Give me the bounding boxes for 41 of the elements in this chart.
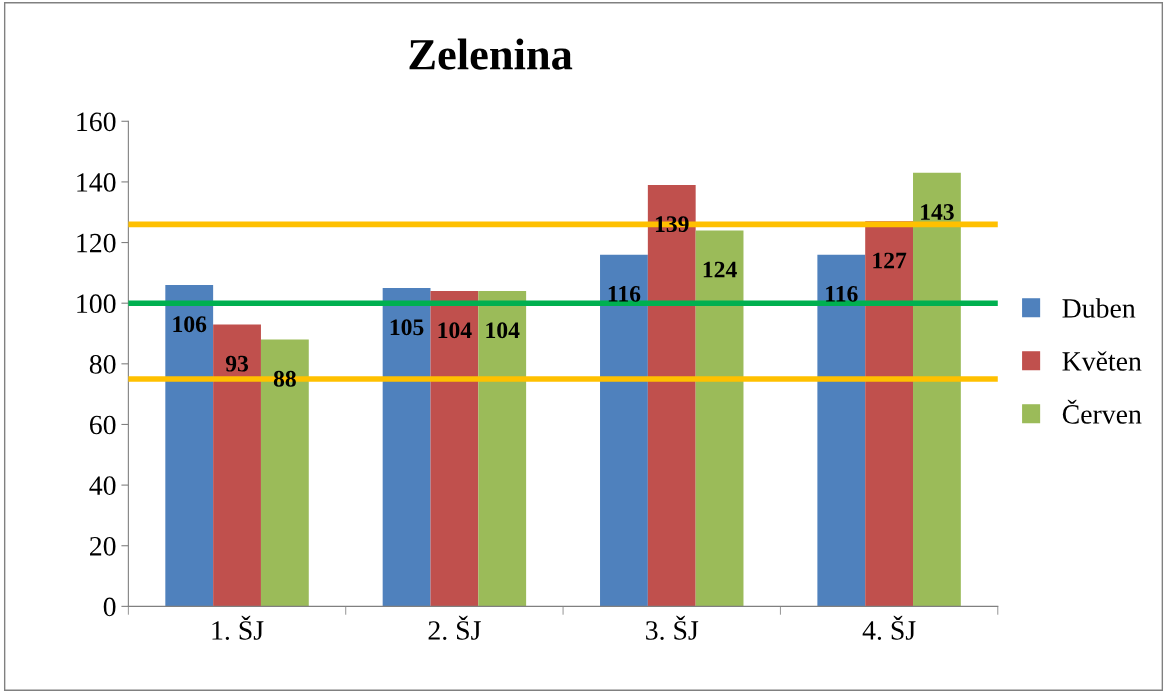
legend-label: Květen bbox=[1062, 351, 1142, 371]
bar bbox=[600, 254, 648, 607]
data-label: 93 bbox=[225, 355, 249, 372]
data-label: 105 bbox=[390, 319, 424, 336]
y-tick-label: 40 bbox=[89, 476, 116, 496]
data-label: 124 bbox=[703, 261, 737, 278]
data-label: 104 bbox=[486, 322, 520, 339]
x-tick-label: 1. ŠJ bbox=[212, 615, 264, 640]
bar bbox=[913, 172, 961, 607]
bar bbox=[695, 230, 744, 607]
data-label: 127 bbox=[873, 252, 907, 269]
data-label: 116 bbox=[826, 285, 858, 302]
bar bbox=[430, 291, 479, 607]
chart-title: Zelenina bbox=[409, 38, 573, 70]
x-tick-label: 4. ŠJ bbox=[862, 615, 916, 640]
bar bbox=[817, 254, 866, 607]
bar bbox=[260, 339, 309, 607]
data-label: 88 bbox=[273, 370, 296, 387]
data-label: 116 bbox=[608, 285, 641, 302]
bar bbox=[865, 221, 914, 607]
bar bbox=[382, 288, 431, 607]
x-tick-label: 3. ŠJ bbox=[646, 615, 699, 640]
bar bbox=[647, 184, 696, 607]
y-tick-label: 140 bbox=[77, 173, 116, 192]
data-label: 106 bbox=[173, 316, 207, 333]
data-label: 139 bbox=[655, 216, 689, 233]
data-label: 104 bbox=[438, 322, 472, 339]
legend-label: Duben bbox=[1062, 298, 1136, 318]
y-tick-label: 160 bbox=[77, 112, 116, 132]
bar bbox=[165, 285, 214, 607]
y-tick-label: 120 bbox=[77, 233, 116, 253]
legend-label: Červen bbox=[1062, 399, 1142, 424]
bar bbox=[213, 324, 261, 607]
y-tick-label: 100 bbox=[77, 294, 116, 314]
y-tick-label: 0 bbox=[103, 597, 116, 617]
x-tick-label: 2. ŠJ bbox=[428, 615, 481, 640]
y-tick-label: 60 bbox=[89, 415, 116, 435]
data-label: 143 bbox=[921, 204, 954, 220]
bar bbox=[478, 291, 527, 607]
y-tick-label: 80 bbox=[89, 354, 116, 374]
y-tick-label: 20 bbox=[90, 536, 116, 556]
